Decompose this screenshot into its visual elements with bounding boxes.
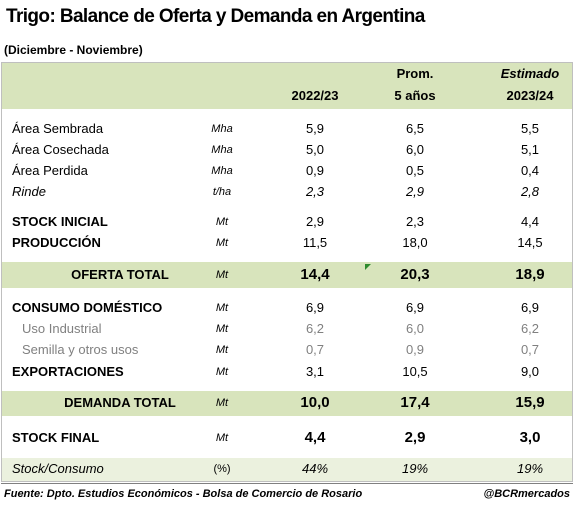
row-unit: Mha [211, 165, 233, 177]
row-value: 10,5 [402, 364, 428, 379]
row-unit: Mt [215, 397, 229, 409]
row-label: CONSUMO DOMÉSTICO [12, 300, 163, 315]
row-label: OFERTA TOTAL [71, 267, 169, 282]
table-frame [1, 62, 573, 482]
row-value: 6,0 [405, 142, 425, 157]
row-value: 0,9 [405, 342, 425, 357]
row-value: 6,9 [520, 300, 540, 315]
row-unit: Mt [215, 344, 229, 356]
row-value: 0,4 [520, 163, 540, 178]
row-value: 0,7 [305, 342, 325, 357]
row-value: 2,8 [520, 184, 540, 199]
row-value: 3,0 [519, 429, 541, 446]
row-value: 4,4 [304, 429, 326, 446]
row-value: 2,9 [405, 184, 425, 199]
row-unit: Mt [215, 269, 229, 281]
row-label: PRODUCCIÓN [12, 235, 101, 250]
column-header: 2022/23 [291, 88, 339, 103]
row-value: 6,0 [405, 321, 425, 336]
header-band [2, 63, 572, 109]
row-value: 6,9 [405, 300, 425, 315]
row-unit: Mt [215, 432, 229, 444]
row-value: 5,5 [520, 121, 540, 136]
row-value: 19% [401, 461, 429, 476]
row-unit: Mt [215, 216, 229, 228]
row-value: 44% [301, 461, 329, 476]
row-unit: Mt [215, 302, 229, 314]
row-band [2, 391, 572, 416]
row-value: 5,1 [520, 142, 540, 157]
row-value: 6,5 [405, 121, 425, 136]
row-value: 9,0 [520, 364, 540, 379]
row-value: 2,3 [405, 214, 425, 229]
row-label: DEMANDA TOTAL [64, 395, 176, 410]
row-value: 4,4 [520, 214, 540, 229]
row-value: 5,0 [305, 142, 325, 157]
row-value: 2,9 [305, 214, 325, 229]
row-value: 5,9 [305, 121, 325, 136]
column-header: Prom. [396, 66, 434, 81]
row-value: 3,1 [305, 364, 325, 379]
row-label: Stock/Consumo [12, 461, 104, 476]
column-header: Estimado [500, 66, 560, 81]
row-value: 0,5 [405, 163, 425, 178]
divider [1, 483, 573, 484]
column-header: 2023/24 [506, 88, 554, 103]
row-value: 14,4 [300, 266, 330, 283]
handle: @BCRmercados [483, 488, 570, 500]
row-value: 19% [516, 461, 544, 476]
row-band [2, 262, 572, 288]
cell-marker [365, 264, 371, 270]
row-value: 14,5 [517, 235, 543, 250]
row-unit: t/ha [212, 186, 232, 198]
row-label: Semilla y otros usos [22, 342, 139, 357]
row-value: 6,9 [305, 300, 325, 315]
row-value: 6,2 [305, 321, 325, 336]
row-value: 0,9 [305, 163, 325, 178]
row-value: 10,0 [300, 394, 330, 411]
row-band [2, 458, 572, 481]
row-value: 0,7 [520, 342, 540, 357]
row-label: Área Sembrada [12, 121, 104, 136]
row-unit: Mt [215, 237, 229, 249]
row-value: 11,5 [302, 235, 328, 250]
subtitle: (Diciembre - Noviembre) [4, 43, 143, 57]
row-unit: Mha [211, 144, 233, 156]
row-label: EXPORTACIONES [12, 364, 124, 379]
row-label: Área Perdida [12, 163, 88, 178]
row-unit: Mt [215, 323, 229, 335]
row-label: Área Cosechada [12, 142, 109, 157]
row-value: 18,9 [515, 266, 545, 283]
row-value: 15,9 [515, 394, 545, 411]
row-label: STOCK FINAL [12, 430, 100, 445]
row-label: STOCK INICIAL [12, 214, 108, 229]
row-unit: Mt [215, 366, 229, 378]
column-header: 5 años [394, 88, 436, 103]
source: Fuente: Dpto. Estudios Económicos - Bols… [4, 488, 363, 500]
row-value: 17,4 [400, 394, 430, 411]
row-value: 20,3 [400, 266, 430, 283]
row-unit: (%) [213, 463, 231, 475]
row-unit: Mha [211, 123, 233, 135]
row-value: 2,9 [404, 429, 426, 446]
row-label: Rinde [12, 184, 46, 199]
title: Trigo: Balance de Oferta y Demanda en Ar… [6, 6, 425, 27]
row-value: 6,2 [520, 321, 540, 336]
row-value: 2,3 [305, 184, 325, 199]
row-value: 18,0 [402, 235, 428, 250]
row-label: Uso Industrial [22, 321, 102, 336]
